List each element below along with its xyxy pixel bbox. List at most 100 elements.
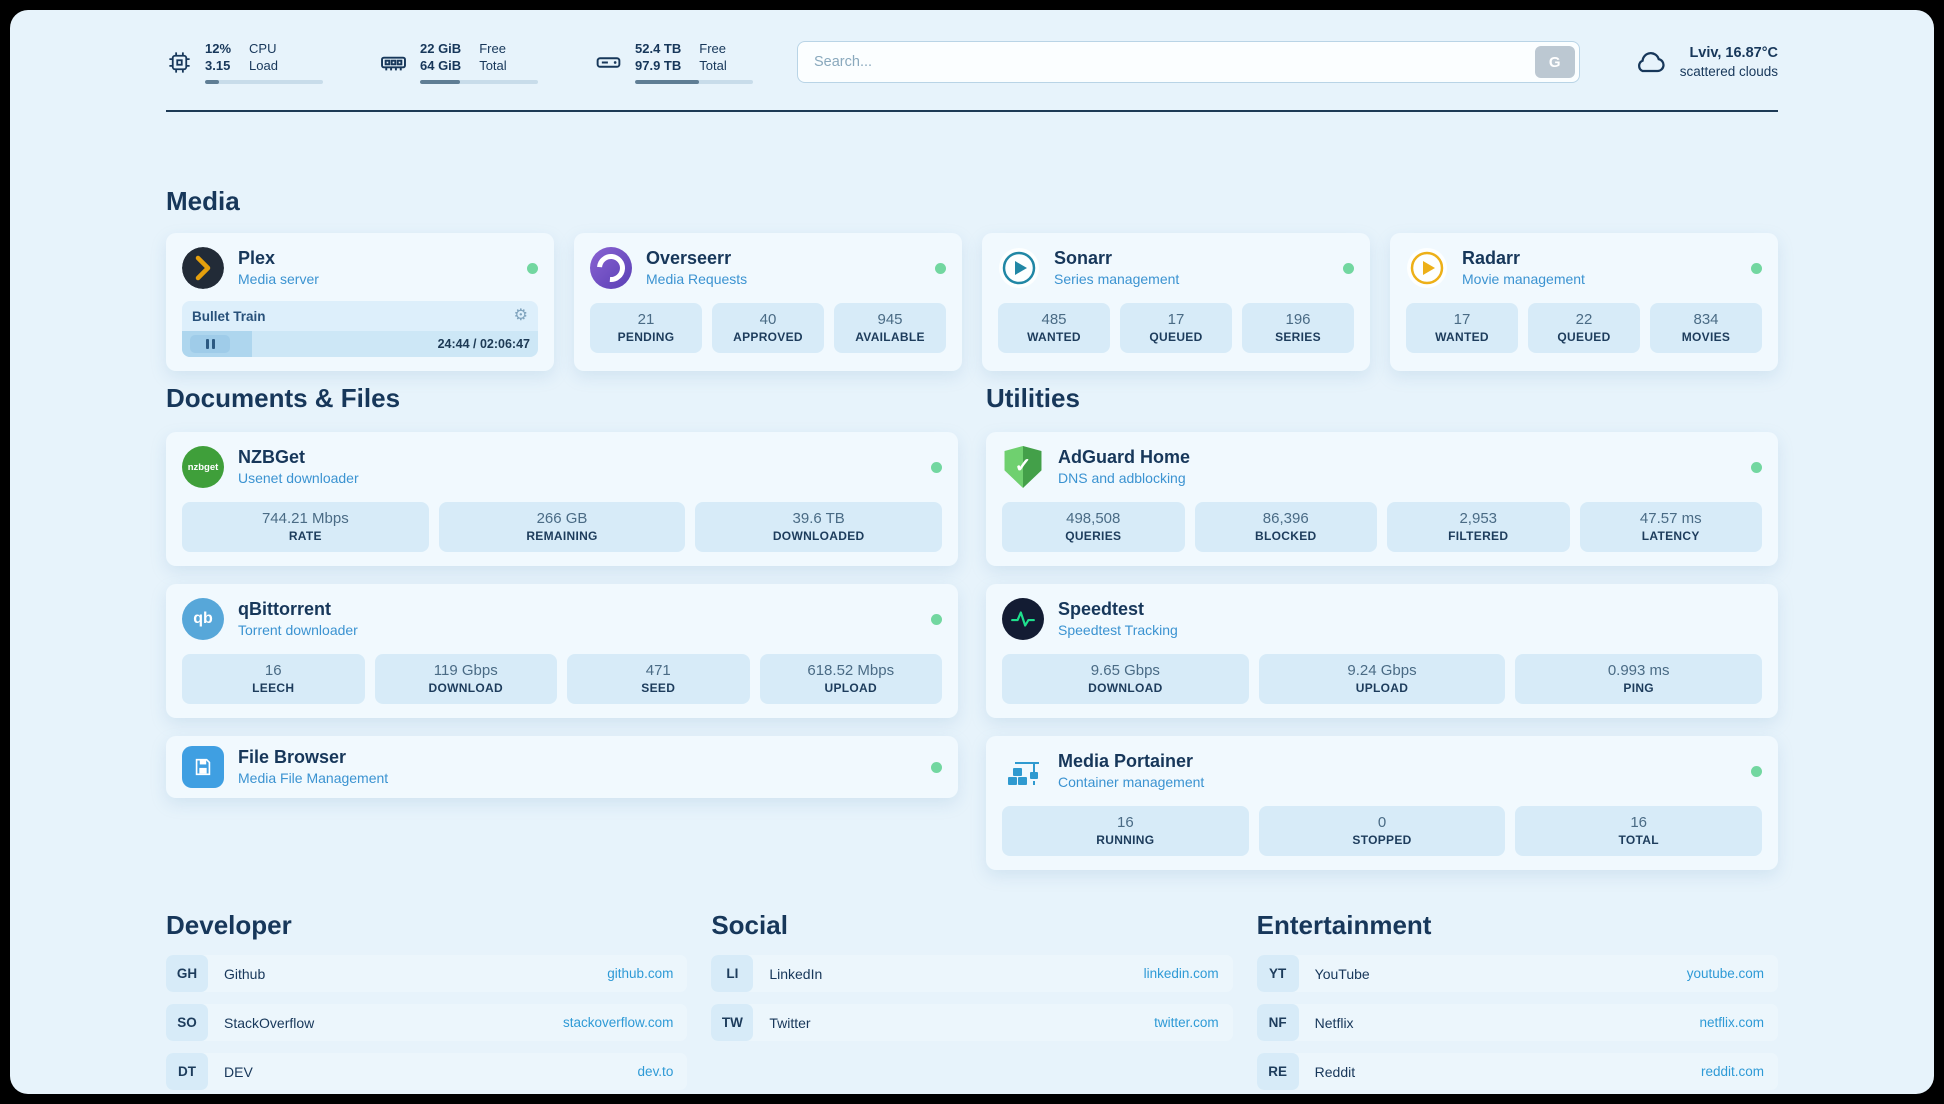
bookmark-url: youtube.com [1686, 966, 1764, 981]
bookmark-abbr: YT [1256, 955, 1299, 992]
service-card-adguard[interactable]: ✓ AdGuard Home DNS and adblocking 498,50… [986, 432, 1778, 566]
status-dot [1751, 262, 1762, 274]
status-dot [935, 262, 946, 274]
stat-stopped: 0 STOPPED [1258, 806, 1506, 856]
bookmark-url: netflix.com [1699, 1015, 1764, 1030]
pause-button[interactable] [190, 335, 230, 353]
section-utilities: Utilities ✓ AdGuard Home DNS and adblock… [986, 383, 1778, 870]
bookmark-linkedin[interactable]: LI LinkedIn linkedin.com [711, 955, 1233, 992]
service-name: AdGuard Home [1058, 447, 1191, 467]
cpu-load-label: Load [249, 58, 278, 73]
service-subtitle: Container management [1058, 774, 1205, 790]
bookmark-group-developer: Developer GH Github github.com SO StackO… [166, 910, 688, 1090]
bookmark-dev[interactable]: DT DEV dev.to [166, 1053, 688, 1090]
playback-time: 24:44 / 02:06:47 [437, 337, 530, 351]
storage-free: 52.4 TB [635, 41, 682, 56]
bookmark-name: YouTube [1314, 965, 1370, 982]
nzbget-icon: nzbget [182, 446, 224, 488]
bookmark-reddit[interactable]: RE Reddit reddit.com [1256, 1053, 1778, 1090]
cpu-load-value: 3.15 [205, 58, 231, 73]
storage-total-label: Total [699, 58, 727, 73]
service-card-qbittorrent[interactable]: qb qBittorrent Torrent downloader 16 [166, 584, 958, 718]
bookmark-name: Twitter [769, 1014, 811, 1031]
sonarr-icon [998, 247, 1040, 289]
stat-download: 9.65 Gbps DOWNLOAD [1002, 654, 1249, 704]
service-subtitle: Media Requests [646, 271, 748, 287]
bookmark-netflix[interactable]: NF Netflix netflix.com [1256, 1004, 1778, 1041]
section-media: Media Plex Media server [166, 186, 1778, 371]
section-title-media: Media [166, 186, 240, 216]
bookmark-name: DEV [224, 1063, 253, 1080]
bookmark-twitter[interactable]: TW Twitter twitter.com [711, 1004, 1233, 1041]
service-card-sonarr[interactable]: Sonarr Series management 485 WANTED 17 Q… [982, 233, 1370, 371]
service-subtitle: DNS and adblocking [1058, 470, 1186, 486]
stat-queries: 498,508 QUERIES [1002, 502, 1185, 552]
bookmark-abbr: SO [166, 1004, 208, 1041]
bookmark-name: Netflix [1314, 1014, 1354, 1031]
bookmark-abbr: RE [1256, 1053, 1299, 1090]
service-card-portainer[interactable]: Media Portainer Container management 16 … [986, 736, 1778, 870]
storage-progress-bar [635, 80, 753, 84]
memory-progress-bar [420, 80, 538, 84]
service-card-radarr[interactable]: Radarr Movie management 17 WANTED 22 QUE… [1390, 233, 1778, 371]
stat-filtered: 2,953 FILTERED [1387, 502, 1570, 552]
stat-ping: 0.993 ms PING [1515, 654, 1763, 704]
adguard-icon: ✓ [1004, 446, 1042, 488]
stat-downloaded: 39.6 TB DOWNLOADED [695, 502, 943, 552]
storage-free-label: Free [699, 41, 726, 56]
stat-upload: 9.24 Gbps UPLOAD [1258, 654, 1506, 704]
search-input[interactable] [797, 41, 1580, 83]
status-dot [931, 613, 942, 625]
bookmark-group-social: Social LI LinkedIn linkedin.com TW Twitt… [711, 910, 1233, 1090]
service-card-overseerr[interactable]: Overseerr Media Requests 21 PENDING 40 A… [574, 233, 962, 371]
service-name: File Browser [238, 747, 347, 767]
stat-total: 16 TOTAL [1515, 806, 1763, 856]
bookmark-group-entertainment: Entertainment YT YouTube youtube.com NF … [1256, 910, 1778, 1090]
memory-free: 22 GiB [420, 41, 462, 56]
memory-icon [379, 48, 408, 77]
qbittorrent-icon: qb [182, 598, 224, 640]
service-name: Sonarr [1054, 248, 1113, 268]
service-card-plex[interactable]: Plex Media server Bullet Train ⚙ [166, 233, 554, 371]
radarr-icon [1406, 247, 1448, 289]
weather-condition: scattered clouds [1679, 63, 1778, 79]
cpu-metric: 12% 3.15 CPU Load [166, 40, 323, 84]
weather-widget[interactable]: Lviv, 16.87°C scattered clouds [1632, 44, 1778, 81]
plex-now-playing: Bullet Train ⚙ 24:44 / 02:06:47 [182, 301, 538, 357]
bookmark-stackoverflow[interactable]: SO StackOverflow stackoverflow.com [166, 1004, 688, 1041]
bookmark-youtube[interactable]: YT YouTube youtube.com [1256, 955, 1778, 992]
service-card-speedtest[interactable]: Speedtest Speedtest Tracking 9.65 Gbps D… [986, 584, 1778, 718]
bookmark-url: stackoverflow.com [563, 1015, 674, 1030]
header: 12% 3.15 CPU Load [166, 40, 1778, 84]
bookmark-github[interactable]: GH Github github.com [166, 955, 688, 992]
stat-available: 945 AVAILABLE [834, 303, 946, 353]
playback-progress-bar[interactable]: 24:44 / 02:06:47 [182, 331, 538, 357]
search-provider-button[interactable]: G [1534, 46, 1575, 78]
bookmark-group-title: Developer [166, 910, 292, 940]
stat-upload: 618.52 Mbps UPLOAD [759, 654, 942, 704]
storage-total: 97.9 TB [635, 58, 682, 73]
service-card-nzbget[interactable]: nzbget NZBGet Usenet downloader 744.21 M… [166, 432, 958, 566]
stat-pending: 21 PENDING [590, 303, 702, 353]
bookmark-abbr: NF [1256, 1004, 1299, 1041]
cpu-label: CPU [249, 41, 277, 56]
service-card-filebrowser[interactable]: File Browser Media File Management [166, 736, 958, 798]
service-name: Radarr [1462, 248, 1521, 268]
now-playing-title: Bullet Train [192, 308, 266, 324]
portainer-icon [1002, 750, 1044, 792]
stat-queued: 17 QUEUED [1120, 303, 1232, 353]
weather-location: Lviv, 16.87°C [1689, 44, 1778, 61]
status-dot [1343, 262, 1354, 274]
gear-icon[interactable]: ⚙ [513, 307, 528, 324]
stat-remaining: 266 GB REMAINING [438, 502, 686, 552]
status-dot [931, 461, 942, 473]
stat-wanted: 485 WANTED [998, 303, 1110, 353]
stat-seed: 471 SEED [567, 654, 750, 704]
service-name: qBittorrent [238, 599, 331, 619]
stat-wanted: 17 WANTED [1406, 303, 1518, 353]
cloud-icon [1632, 44, 1668, 80]
status-dot [527, 262, 538, 274]
bookmark-url: twitter.com [1154, 1015, 1219, 1030]
service-subtitle: Torrent downloader [238, 622, 358, 638]
service-subtitle: Media File Management [238, 770, 389, 786]
